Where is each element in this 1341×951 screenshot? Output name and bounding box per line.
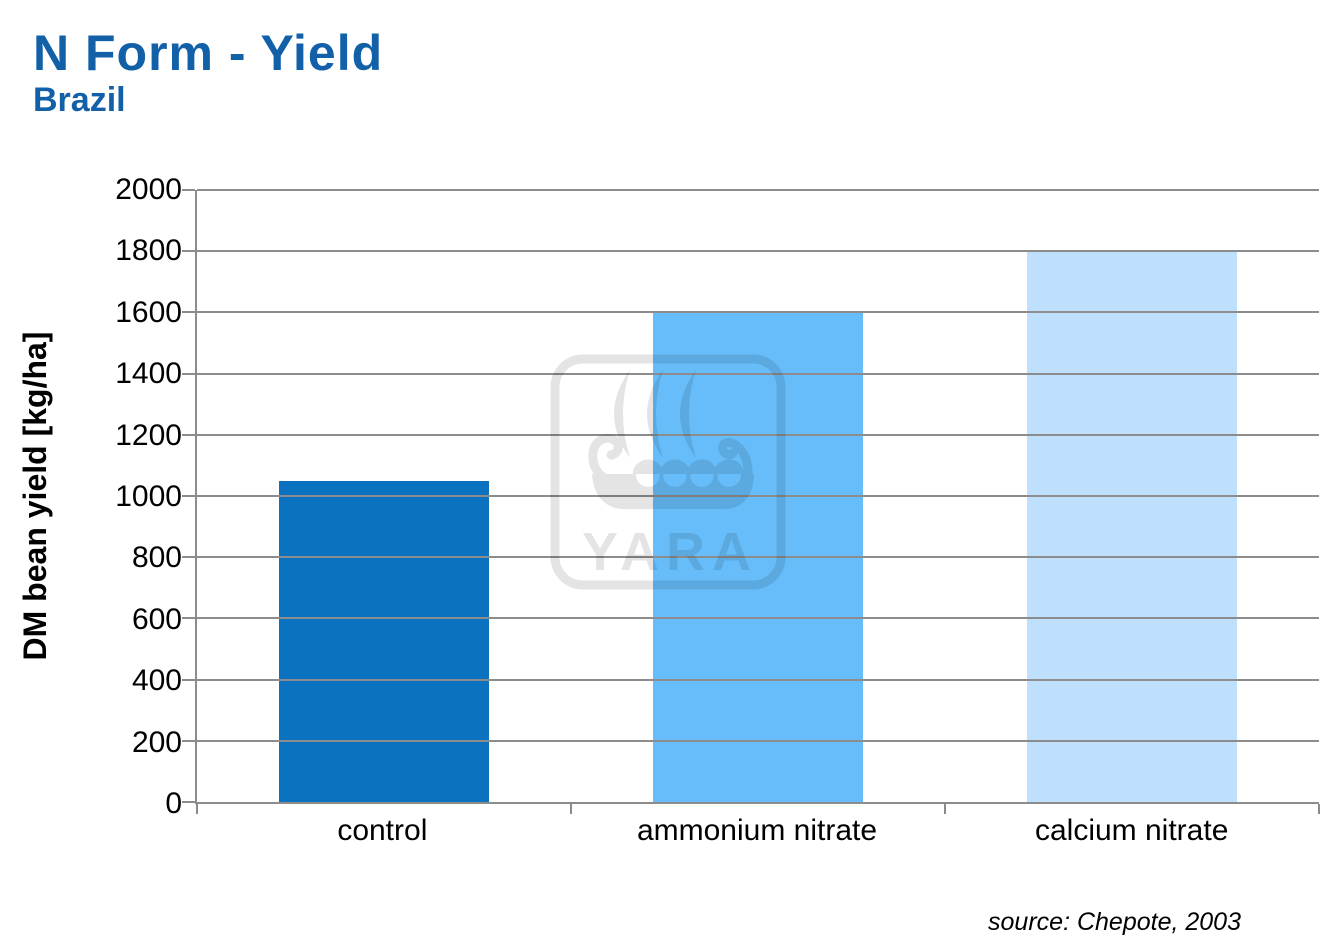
y-tick-label-1200: 1200 [115,418,182,452]
x-tick-3 [1318,804,1320,814]
y-tick-label-1400: 1400 [115,357,182,391]
y-tick-1000 [182,495,195,497]
gridline-800 [197,556,1319,559]
y-tick-200 [182,739,195,742]
x-tick-2 [943,804,946,814]
y-tick-1800 [182,250,195,253]
x-tick-1 [569,804,572,814]
category-label-control: control [337,814,428,847]
gridline-1400 [197,372,1319,375]
y-tick-600 [182,617,195,620]
x-tick-0 [196,804,198,814]
page-subtitle: Brazil [33,81,126,119]
y-tick-label-200: 200 [131,725,182,759]
gridline-200 [197,739,1319,742]
y-tick-2000 [182,189,195,191]
gridline-400 [197,678,1319,681]
y-tick-1200 [182,433,195,436]
header: N Form - Yield Brazil [33,26,383,120]
gridline-1200 [197,433,1319,436]
y-tick-label-2000: 2000 [115,173,182,206]
y-axis-title: DM bean yield [kg/ha] [17,331,53,661]
y-tick-1600 [182,311,195,314]
y-tick-400 [182,678,195,681]
y-tick-label-1800: 1800 [115,234,182,268]
y-tick-0 [182,801,195,803]
y-tick-label-1000: 1000 [115,480,182,513]
category-label-ammonium-nitrate: ammonium nitrate [636,814,878,847]
y-tick-800 [182,556,195,559]
source-note: source: Chepote, 2003 [988,908,1241,936]
y-tick-1400 [182,372,195,375]
gridline-600 [197,617,1319,620]
gridline-1000 [197,495,1319,497]
category-label-calcium-nitrate: calcium nitrate [1034,814,1229,847]
bar-control [279,480,489,802]
bar-slot-calcium-nitrate [945,190,1319,802]
gridline-1600 [197,311,1319,314]
y-tick-label-0: 0 [165,787,182,820]
y-tick-label-400: 400 [131,664,182,698]
gridline-2000 [197,189,1319,191]
y-tick-label-800: 800 [131,541,182,575]
bar-slot-control [197,190,571,802]
y-tick-label-1600: 1600 [115,295,182,329]
y-tick-label-600: 600 [131,602,182,636]
x-axis-category-labels: control ammonium nitrate calcium nitrate [195,814,1319,848]
gridline-1800 [197,250,1319,253]
y-axis-tick-labels: 0 200 400 600 800 1000 1200 1400 1600 1800 2000 [90,173,182,820]
plot-area [182,189,1320,814]
page-title: N Form - Yield [33,25,384,81]
bar-calcium-nitrate [1027,251,1237,802]
